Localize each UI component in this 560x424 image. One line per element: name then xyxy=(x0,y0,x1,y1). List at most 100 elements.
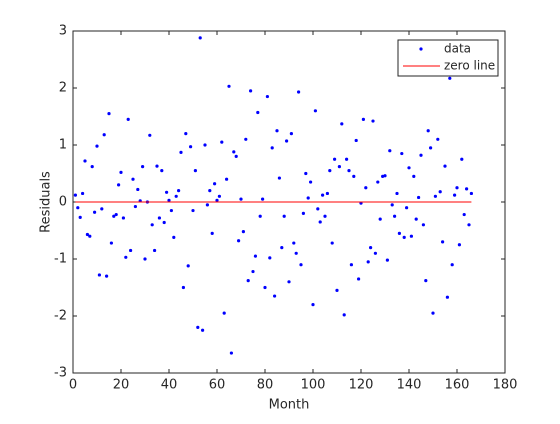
data-point xyxy=(119,170,123,174)
x-tick-label: 0 xyxy=(69,378,77,393)
y-tick-label: -2 xyxy=(54,309,67,324)
data-point xyxy=(100,207,104,211)
data-point xyxy=(426,129,430,133)
data-point xyxy=(453,193,457,197)
data-point xyxy=(378,217,382,221)
data-point xyxy=(198,36,202,40)
data-point xyxy=(448,76,452,80)
data-point xyxy=(258,214,262,218)
data-point xyxy=(323,214,327,218)
x-tick-label: 160 xyxy=(445,378,470,393)
data-point xyxy=(340,122,344,126)
data-point xyxy=(193,169,197,173)
data-point xyxy=(385,258,389,262)
data-point xyxy=(95,144,99,148)
data-point xyxy=(114,212,118,217)
data-point xyxy=(361,117,365,121)
data-point xyxy=(412,174,416,178)
data-point xyxy=(438,190,442,194)
data-point xyxy=(227,84,231,88)
data-point xyxy=(167,198,171,202)
data-point xyxy=(282,214,286,218)
data-point xyxy=(429,146,433,150)
data-point xyxy=(234,154,238,158)
data-point xyxy=(301,211,305,215)
data-point xyxy=(239,197,243,201)
data-point xyxy=(117,183,121,187)
y-axis-label: Residuals xyxy=(39,171,54,233)
data-point xyxy=(179,150,183,155)
data-point xyxy=(150,223,154,227)
data-point xyxy=(397,231,401,235)
y-tick-label: 3 xyxy=(59,24,67,39)
data-point xyxy=(102,133,106,137)
data-point xyxy=(131,177,135,181)
data-point xyxy=(189,145,193,149)
data-point xyxy=(393,214,397,218)
data-point xyxy=(335,288,339,292)
data-point xyxy=(376,180,380,184)
data-point xyxy=(83,159,87,163)
data-point xyxy=(105,274,109,278)
data-point xyxy=(294,251,298,255)
data-point xyxy=(318,220,322,224)
data-point xyxy=(249,89,253,93)
data-point xyxy=(246,279,250,283)
data-point xyxy=(280,246,284,250)
data-point xyxy=(292,241,296,245)
data-point xyxy=(184,132,188,136)
data-point xyxy=(191,208,195,213)
data-point xyxy=(229,351,233,355)
data-point xyxy=(388,149,392,153)
legend-box xyxy=(397,39,499,77)
y-tick-label: 0 xyxy=(59,195,67,210)
data-point xyxy=(160,169,164,173)
data-point xyxy=(297,90,301,94)
data-point xyxy=(126,117,130,121)
data-point xyxy=(337,165,341,169)
data-point xyxy=(253,254,257,258)
data-point xyxy=(215,198,219,202)
data-point xyxy=(196,325,200,329)
data-point xyxy=(270,146,274,150)
data-point xyxy=(256,110,260,115)
data-point xyxy=(345,157,349,161)
data-point xyxy=(85,232,89,237)
x-tick-label: 140 xyxy=(397,378,422,393)
data-point xyxy=(371,119,375,123)
data-point xyxy=(342,313,346,317)
data-point xyxy=(333,157,337,161)
data-point xyxy=(165,190,169,194)
data-point xyxy=(90,165,94,169)
data-point xyxy=(112,214,116,218)
data-point xyxy=(177,189,181,193)
data-point xyxy=(268,256,272,260)
data-point xyxy=(330,241,334,245)
data-point xyxy=(421,223,425,227)
data-point xyxy=(222,311,226,315)
data-point xyxy=(220,140,224,144)
data-point xyxy=(462,212,466,217)
data-point xyxy=(347,169,351,173)
data-point xyxy=(417,195,421,200)
data-point xyxy=(109,241,113,245)
data-point xyxy=(76,206,80,210)
data-point xyxy=(121,216,125,220)
data-point xyxy=(306,196,310,200)
data-point xyxy=(364,186,368,190)
data-point xyxy=(186,264,190,268)
data-point xyxy=(390,203,394,207)
x-tick-label: 40 xyxy=(161,378,178,393)
x-tick-label: 100 xyxy=(301,378,326,393)
data-point xyxy=(277,176,281,180)
data-point xyxy=(424,279,428,283)
data-point xyxy=(419,153,423,157)
data-point xyxy=(213,182,217,186)
data-point xyxy=(455,186,459,190)
x-tick-label: 60 xyxy=(209,378,226,393)
data-point xyxy=(433,194,437,198)
data-point xyxy=(450,263,454,267)
y-tick-label: -1 xyxy=(54,252,67,267)
data-point xyxy=(381,174,385,178)
x-tick-label: 20 xyxy=(113,378,130,393)
